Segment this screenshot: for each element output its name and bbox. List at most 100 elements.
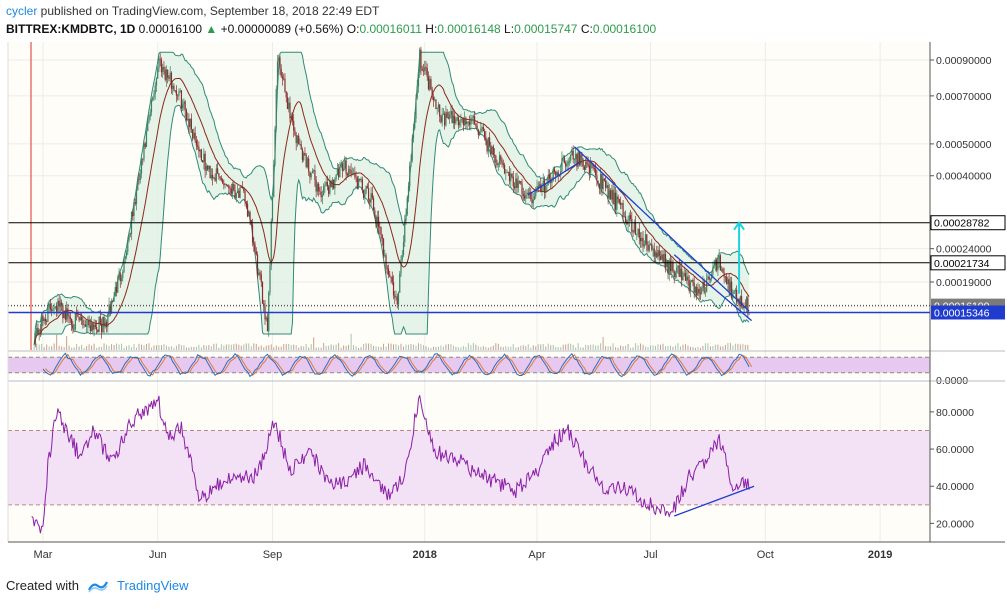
candle-body	[77, 314, 79, 317]
candle-body	[215, 168, 217, 181]
candle-body	[103, 316, 105, 327]
volume-bar	[33, 343, 35, 350]
candle-body	[341, 163, 343, 171]
volume-bar	[338, 343, 340, 350]
volume-bar	[61, 346, 63, 350]
volume-bar	[328, 345, 330, 350]
time-axis-label-0: Mar	[33, 549, 52, 561]
candle-body	[49, 303, 52, 310]
candle-body	[659, 255, 662, 260]
price-change: +0.00000089 (+0.56%)	[220, 22, 344, 36]
moving-average-line	[33, 77, 750, 346]
volume-bar	[370, 343, 372, 350]
volume-bar	[625, 345, 627, 350]
candle-body	[266, 317, 269, 332]
volume-bar	[637, 345, 639, 350]
volume-bar	[462, 346, 464, 350]
candle-body	[580, 154, 582, 165]
candle-body	[588, 165, 590, 174]
volume-bar	[617, 347, 619, 350]
volume-bar	[575, 347, 577, 350]
candle-body	[44, 318, 47, 322]
candle-body	[87, 320, 89, 326]
volume-bar	[595, 345, 597, 350]
candle-body	[681, 268, 683, 281]
candle-body	[648, 244, 650, 251]
candle-body	[374, 210, 376, 217]
low-value: 0.00015747	[514, 22, 578, 36]
volume-bar	[640, 343, 642, 350]
candle-body	[328, 186, 330, 194]
volume-bar	[415, 345, 417, 350]
candle-body	[415, 97, 417, 119]
bollinger-band-fill	[34, 52, 750, 346]
volume-bar	[437, 346, 439, 350]
volume-bar	[385, 346, 387, 350]
volume-bar	[557, 347, 559, 350]
candle-body	[425, 67, 427, 69]
candle-body	[673, 271, 675, 278]
volume-bar	[76, 343, 78, 350]
candle-body	[148, 116, 150, 123]
volume-bar	[650, 345, 652, 350]
candle-body	[485, 136, 487, 141]
candle-body	[510, 173, 512, 182]
candle-body	[397, 292, 400, 305]
volume-bar	[233, 344, 235, 350]
author-link[interactable]: cycler	[6, 4, 38, 18]
candle-body	[112, 300, 114, 302]
candle-body	[133, 202, 135, 217]
candle-body	[570, 155, 572, 161]
candle-body	[507, 172, 509, 173]
volume-bar	[420, 343, 422, 350]
candle-body	[518, 181, 521, 182]
volume-bar	[417, 343, 419, 350]
volume-bar	[273, 347, 275, 350]
candle-body	[676, 267, 678, 273]
volume-bar	[128, 345, 130, 350]
volume-bar	[180, 345, 182, 350]
volume-bar	[552, 344, 554, 350]
candle-body	[323, 186, 325, 196]
volume-bar	[689, 346, 691, 350]
candle-body	[633, 222, 635, 233]
volume-bar	[567, 343, 569, 350]
candle-body	[516, 178, 518, 188]
candle-body	[517, 181, 519, 188]
volume-bar	[88, 344, 90, 350]
candle-body	[610, 190, 612, 200]
candle-body	[152, 97, 154, 101]
candle-body	[586, 161, 588, 164]
candle-body	[243, 187, 245, 191]
candle-body	[194, 132, 196, 141]
candle-body	[366, 186, 368, 189]
open-value: 0.00016011	[359, 22, 422, 36]
candle-body	[581, 154, 583, 160]
price-axis-label-4: 0.00024000	[936, 244, 992, 256]
candle-body	[326, 181, 328, 187]
candle-body	[409, 165, 411, 187]
candle-body	[731, 281, 733, 298]
candle-body	[637, 229, 639, 235]
volume-bar	[525, 346, 527, 350]
volume-bar	[390, 343, 392, 350]
volume-bar	[106, 344, 108, 350]
volume-bar	[51, 346, 53, 350]
volume-bar	[630, 347, 632, 350]
candle-body	[350, 169, 352, 175]
volume-bar	[310, 344, 312, 350]
volume-bar	[335, 344, 337, 350]
volume-bar	[131, 347, 133, 350]
candle-body	[300, 144, 302, 150]
candle-body	[421, 68, 423, 71]
volume-bar	[422, 345, 424, 350]
tradingview-link[interactable]: TradingView	[116, 578, 189, 593]
candle-body	[43, 318, 45, 322]
bollinger-lower-line	[34, 104, 750, 335]
time-axis-label-1: Jun	[149, 549, 167, 561]
volume-bar	[348, 344, 350, 350]
volume-bar	[620, 345, 622, 350]
volume-bar	[268, 345, 270, 350]
candle-body	[168, 77, 170, 79]
